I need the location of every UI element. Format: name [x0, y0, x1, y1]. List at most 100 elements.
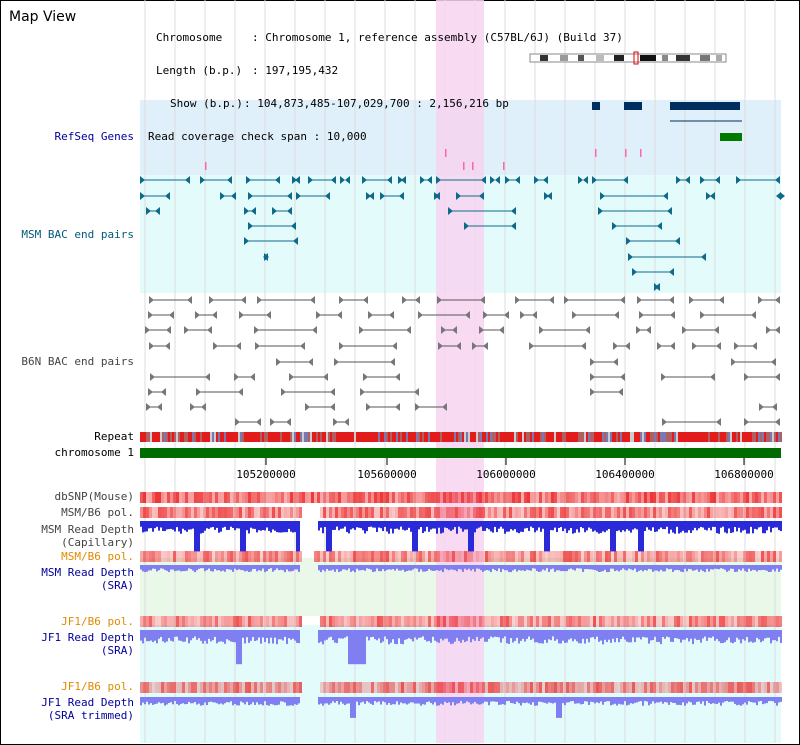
read-depth-bar: [190, 565, 192, 570]
polymorphism-cell: [368, 682, 371, 693]
read-depth-bar: [210, 630, 212, 642]
read-depth-bar: [180, 565, 182, 572]
polymorphism-cell: [413, 492, 416, 503]
read-depth-bar: [652, 697, 654, 702]
repeat-segment: [546, 432, 548, 442]
read-depth-bar: [720, 565, 722, 569]
polymorphism-cell: [755, 507, 758, 518]
track-label-dbsnp[interactable]: dbSNP(Mouse): [54, 490, 134, 503]
polymorphism-cell: [641, 616, 644, 627]
polymorphism-cell: [335, 551, 338, 562]
read-depth-bar: [420, 521, 422, 528]
read-depth-bar: [474, 521, 476, 533]
polymorphism-cell: [614, 616, 617, 627]
read-depth-bar: [524, 565, 526, 571]
track-label-msm-b6-pol-2[interactable]: MSM/B6 pol.: [61, 550, 134, 563]
read-depth-bar: [192, 565, 194, 571]
read-depth-bar: [408, 697, 410, 704]
polymorphism-cell: [674, 616, 677, 627]
repeat-segment: [192, 432, 194, 442]
read-depth-bar: [336, 630, 338, 644]
read-depth-bar: [472, 697, 474, 704]
track-label-jf1-trim-1[interactable]: JF1 Read Depth: [41, 696, 134, 709]
polymorphism-cell: [551, 616, 554, 627]
polymorphism-cell: [452, 492, 455, 503]
read-depth-bar: [464, 697, 466, 704]
read-depth-bar: [144, 697, 146, 705]
read-depth-bar: [398, 630, 400, 639]
track-label-b6n-bac[interactable]: B6N BAC end pairs: [21, 355, 134, 368]
polymorphism-cell: [584, 492, 587, 503]
read-depth-bar: [294, 697, 296, 705]
read-depth-bar: [518, 630, 520, 644]
read-depth-bar: [396, 697, 398, 702]
read-depth-bar: [324, 521, 326, 528]
read-depth-bar: [760, 521, 762, 527]
read-depth-bar: [420, 630, 422, 638]
track-label-msm-sra-1[interactable]: MSM Read Depth: [41, 566, 134, 579]
polymorphism-cell: [209, 507, 212, 518]
repeat-segment: [608, 432, 610, 442]
read-depth-bar: [196, 521, 198, 552]
polymorphism-cell: [404, 551, 407, 562]
bac-end-marker: [600, 192, 605, 200]
track-label-msm-b6-pol-1[interactable]: MSM/B6 pol.: [61, 506, 134, 519]
read-depth-bar: [166, 521, 168, 530]
track-label-jf1-sra-1[interactable]: JF1 Read Depth: [41, 631, 134, 644]
polymorphism-cell: [575, 507, 578, 518]
polymorphism-cell: [530, 616, 533, 627]
read-depth-bar: [344, 630, 346, 638]
read-depth-bar: [746, 521, 748, 534]
polymorphism-cell: [449, 551, 452, 562]
track-label-msm-bac[interactable]: MSM BAC end pairs: [21, 228, 134, 241]
read-depth-bar: [762, 521, 764, 534]
polymorphism-cell: [524, 616, 527, 627]
repeat-segment: [298, 432, 300, 442]
polymorphism-cell: [740, 616, 743, 627]
polymorphism-cell: [464, 551, 467, 562]
polymorphism-cell: [512, 492, 515, 503]
read-depth-bar: [550, 565, 552, 570]
repeat-segment: [576, 432, 578, 442]
read-depth-bar: [492, 521, 494, 533]
repeat-segment: [344, 432, 346, 442]
repeat-segment: [188, 432, 190, 442]
polymorphism-cell: [665, 682, 668, 693]
read-depth-bar: [634, 630, 636, 643]
ideogram-band: [662, 55, 668, 61]
read-depth-bar: [526, 521, 528, 528]
polymorphism-cell: [713, 682, 716, 693]
repeat-segment: [360, 432, 362, 442]
polymorphism-cell: [752, 507, 755, 518]
polymorphism-cell: [653, 616, 656, 627]
read-depth-bar: [416, 630, 418, 640]
polymorphism-cell: [725, 492, 728, 503]
polymorphism-cell: [281, 507, 284, 518]
read-depth-bar: [260, 697, 262, 705]
track-label-msm-capillary-1[interactable]: MSM Read Depth: [41, 523, 134, 536]
read-depth-bar: [204, 630, 206, 641]
track-label-jf1-pol-2[interactable]: JF1/B6 pol.: [61, 680, 134, 693]
bac-end-marker: [295, 176, 300, 184]
repeat-segment: [768, 432, 770, 442]
gene-tick: [595, 149, 597, 157]
polymorphism-cell: [623, 551, 626, 562]
bac-end-marker: [544, 192, 549, 200]
track-label-chromosome[interactable]: chromosome 1: [54, 446, 134, 459]
polymorphism-cell: [578, 616, 581, 627]
polymorphism-cell: [281, 551, 284, 562]
read-depth-bar: [320, 697, 322, 704]
bac-end-marker: [256, 418, 261, 426]
read-depth-bar: [550, 630, 552, 641]
polymorphism-cell: [233, 682, 236, 693]
polymorphism-cell: [479, 551, 482, 562]
read-depth-bar: [416, 565, 418, 569]
polymorphism-cell: [707, 507, 710, 518]
track-label-refseq[interactable]: RefSeq Genes: [54, 130, 134, 143]
polymorphism-cell: [416, 551, 419, 562]
polymorphism-cell: [737, 507, 740, 518]
track-label-jf1-pol-1[interactable]: JF1/B6 pol.: [61, 615, 134, 628]
repeat-segment: [456, 432, 458, 442]
track-label-repeat[interactable]: Repeat: [94, 430, 134, 443]
